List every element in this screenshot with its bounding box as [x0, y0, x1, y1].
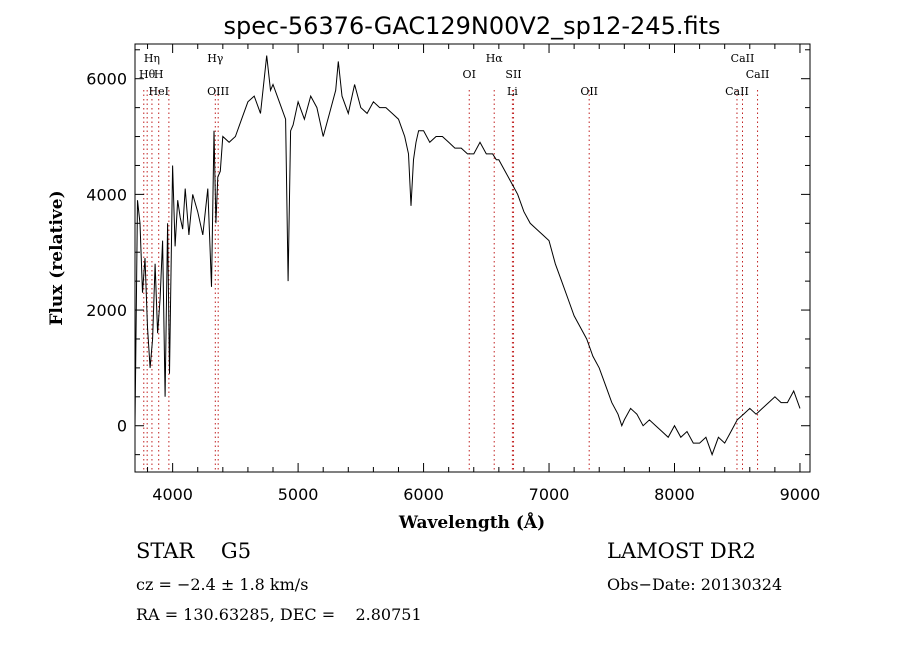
line-label-5: OIII	[207, 85, 229, 98]
line-label-1: Hθ	[139, 68, 156, 81]
spectrum-line	[134, 55, 801, 457]
y-tick-label-0: 0	[117, 417, 127, 436]
x-tick-label-3: 7000	[529, 485, 570, 504]
survey-name: LAMOST DR2	[607, 539, 756, 563]
plot-frame	[134, 43, 811, 473]
line-label-8: SII	[505, 68, 521, 81]
x-axis-label: Wavelength (Å)	[398, 511, 545, 533]
chart-title: spec-56376-GAC129N00V2_sp12-245.fits	[224, 12, 721, 40]
x-tick-label-2: 6000	[403, 485, 444, 504]
line-label-3: HeI	[148, 85, 168, 98]
y-tick-label-3: 6000	[86, 70, 127, 89]
y-tick-label-1: 2000	[86, 301, 127, 320]
y-tick-label-2: 4000	[86, 185, 127, 204]
line-label-7: Hα	[486, 52, 504, 65]
y-axis: 0 2000 4000 6000	[86, 49, 810, 456]
line-label-2: H	[154, 68, 164, 81]
obs-date: Obs−Date: 20130324	[607, 575, 783, 594]
x-tick-label-4: 8000	[654, 485, 695, 504]
line-label-10: OII	[580, 85, 598, 98]
line-label-9: Li	[507, 85, 518, 98]
line-label-13: CaII	[725, 85, 749, 98]
line-label-6: OI	[463, 68, 476, 81]
line-label-4: Hγ	[207, 52, 224, 65]
x-tick-label-1: 5000	[278, 485, 319, 504]
x-tick-label-0: 4000	[152, 485, 193, 504]
line-label-11: CaII	[731, 52, 755, 65]
redshift-value: cz = −2.4 ± 1.8 km/s	[136, 575, 309, 594]
line-label-12: CaII	[746, 68, 770, 81]
x-axis: 4000 5000 6000 7000 8000 9000	[147, 44, 821, 504]
x-tick-label-5: 9000	[780, 485, 821, 504]
y-axis-label: Flux (relative)	[47, 190, 67, 325]
coordinates: RA = 130.63285, DEC = 2.80751	[136, 605, 422, 624]
object-type: STAR G5	[136, 539, 252, 563]
spectral-line-markers	[143, 90, 759, 472]
line-label-0: Hη	[144, 52, 160, 65]
